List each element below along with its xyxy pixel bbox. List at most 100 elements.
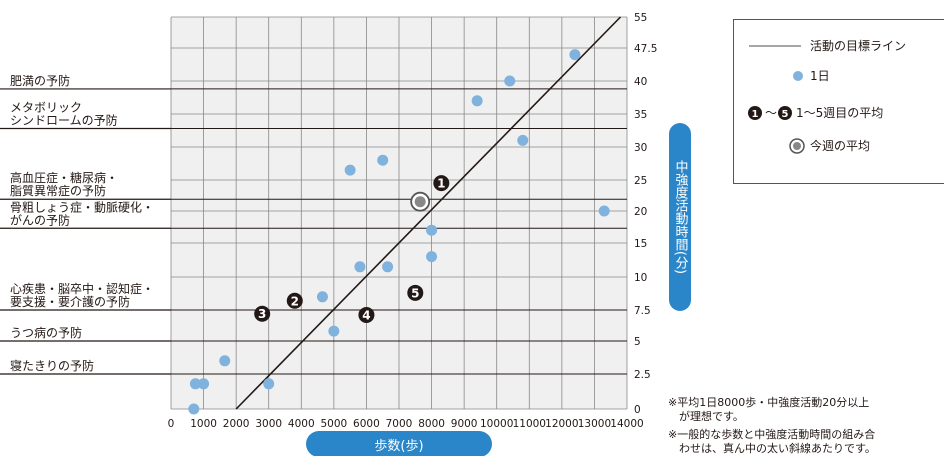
y-tick-label: 0 — [634, 404, 641, 416]
week-average-marker — [407, 284, 424, 301]
day-point — [504, 75, 516, 87]
y-axis-pill — [669, 123, 691, 311]
band-label: 骨粗しょう症・動脈硬化・ — [10, 199, 154, 214]
band-label: 寝たきりの予防 — [10, 358, 94, 373]
x-axis-label: 歩数(歩) — [374, 439, 423, 454]
note-line-2: が理想です。 — [668, 410, 744, 423]
band-label: メタボリック — [10, 101, 82, 115]
band-label: シンドロームの予防 — [10, 113, 118, 128]
day-point — [188, 403, 200, 415]
week-average-label: 1 — [437, 177, 445, 191]
day-point — [219, 355, 231, 367]
day-point — [598, 205, 610, 217]
day-point — [377, 154, 389, 166]
x-tick-label: 5000 — [320, 418, 347, 430]
y-tick-label: 5 — [634, 336, 641, 348]
y-tick-label: 55 — [634, 12, 647, 24]
band-label: 肥満の予防 — [10, 73, 70, 88]
current-week-layer — [410, 191, 431, 212]
legend-week-last-number: 5 — [782, 109, 789, 120]
x-tick-label: 13000 — [578, 418, 611, 430]
band-label: がんの予防 — [10, 212, 70, 227]
note-line-3: ※一般的な歩数と中強度活動時間の組み合 — [668, 428, 876, 441]
y-tick-label: 7.5 — [634, 305, 651, 317]
week-average-marker — [433, 175, 450, 192]
day-point — [263, 378, 275, 390]
legend-day-label: 1日 — [810, 69, 830, 83]
legend-current-dot — [793, 142, 801, 150]
x-axis-pill — [306, 431, 492, 456]
legend-week-tilde: 〜 — [765, 106, 777, 120]
day-point — [344, 164, 356, 176]
day-point — [189, 378, 201, 390]
band-label: 脂質異常症の予防 — [10, 183, 106, 198]
band-label: 要支援・要介護の予防 — [10, 294, 130, 309]
day-point — [382, 261, 394, 273]
legend-week-first-icon — [748, 106, 762, 120]
y-tick-label: 40 — [634, 76, 647, 88]
y-tick-label: 10 — [634, 272, 647, 284]
legend-dot-swatch — [793, 71, 803, 81]
weekly-averages: 1 2 3 4 5 — [254, 175, 450, 323]
band-label: 心疾患・脳卒中・認知症・ — [10, 281, 154, 296]
day-point — [471, 95, 483, 107]
day-point — [328, 325, 340, 337]
day-point — [316, 291, 328, 303]
target-line — [235, 16, 622, 410]
x-tick-label: 12000 — [545, 418, 578, 430]
legend-week-last-icon — [778, 106, 792, 120]
day-point — [198, 378, 210, 390]
day-point — [354, 261, 366, 273]
y-tick-label: 20 — [634, 206, 647, 218]
grid — [170, 16, 628, 410]
x-tick-label: 3000 — [255, 418, 282, 430]
week-average-label: 2 — [291, 294, 299, 308]
legend-week-label: 1〜5週目の平均 — [796, 106, 883, 120]
x-axis-label-pill: 歩数(歩) — [306, 431, 492, 456]
y-tick-label: 35 — [634, 109, 647, 121]
legend: 活動の目標ライン 1日 1 〜 5 1〜5週目の平均 今週の平均 — [733, 19, 944, 184]
x-tick-labels: 0 1000 2000 3000 4000 5000 6000 7000 8000 9000 100… — [168, 418, 644, 430]
daily-points — [188, 49, 610, 415]
y-tick-labels: 0 2.5 5 7.5 10 15 20 25 30 35 40 47.5 55 — [634, 12, 657, 416]
y-tick-label: 47.5 — [634, 43, 657, 55]
x-tick-label: 2000 — [223, 418, 250, 430]
day-point — [426, 251, 438, 263]
x-tick-label: 10000 — [480, 418, 513, 430]
y-axis-label-pill: 中強度活動時間(分) — [669, 123, 691, 311]
x-tick-label: 0 — [168, 418, 175, 430]
week-average-label: 3 — [258, 307, 266, 321]
y-tick-label: 30 — [634, 142, 647, 154]
day-point — [569, 49, 581, 61]
target-line-layer — [235, 16, 622, 410]
x-tick-label: 6000 — [353, 418, 380, 430]
current-week-point — [414, 196, 426, 208]
legend-week-first-number: 1 — [752, 109, 759, 120]
x-tick-label: 8000 — [418, 418, 445, 430]
band-label: うつ病の予防 — [10, 325, 82, 340]
x-tick-label: 9000 — [451, 418, 478, 430]
legend-current-label: 今週の平均 — [810, 138, 870, 153]
note-line-4: わせは、真ん中の太い斜線あたりです。 — [668, 442, 876, 455]
day-point — [517, 134, 529, 146]
prevention-bands: 肥満の予防メタボリックシンドロームの予防高血圧症・糖尿病・脂質異常症の予防骨粗し… — [0, 73, 627, 375]
week-average-marker — [358, 306, 375, 323]
x-tick-label: 14000 — [610, 418, 643, 430]
x-tick-label: 7000 — [386, 418, 413, 430]
x-tick-label: 1000 — [190, 418, 217, 430]
day-point — [426, 224, 438, 236]
week-average-label: 4 — [362, 308, 370, 322]
y-tick-label: 25 — [634, 175, 647, 187]
x-tick-label: 4000 — [288, 418, 315, 430]
legend-line-label: 活動の目標ライン — [810, 39, 906, 53]
y-tick-label: 15 — [634, 238, 647, 250]
y-axis-label: 中強度活動時間(分) — [673, 160, 689, 274]
note-line-1: ※平均1日8000歩・中強度活動20分以上 — [668, 396, 870, 409]
week-average-label: 5 — [411, 286, 419, 300]
band-label: 高血圧症・糖尿病・ — [10, 170, 118, 185]
week-average-marker — [254, 305, 271, 322]
week-average-marker — [286, 292, 303, 309]
x-tick-label: 11000 — [513, 418, 546, 430]
y-tick-label: 2.5 — [634, 369, 651, 381]
